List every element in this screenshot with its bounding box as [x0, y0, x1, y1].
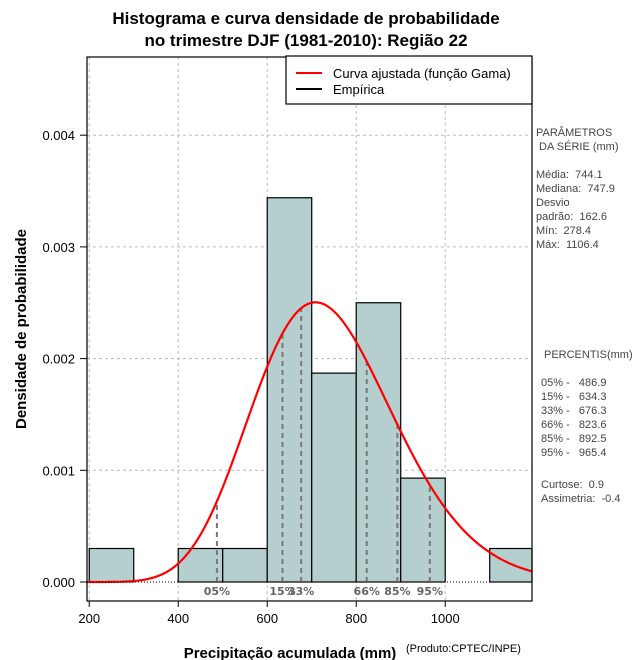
param-min: Mín: 278.4: [536, 225, 591, 237]
percentile-label-15: 15%: [269, 585, 295, 598]
param-sd-label: Desvio: [536, 197, 570, 209]
legend-label-empirical: Empírica: [333, 82, 385, 97]
y-tick-label: 0.003: [42, 240, 75, 255]
chart-title-line-2: no trimestre DJF (1981-2010): Região 22: [144, 31, 467, 50]
percentile-lines: [215, 308, 431, 583]
x-tick-label: 800: [345, 611, 367, 626]
chart-title-line-1: Histograma e curva densidade de probabil…: [112, 9, 499, 28]
stat-skewness: Assimetria: -0.4: [541, 493, 620, 505]
percentil-95: 95% - 965.4: [541, 447, 606, 459]
y-tick-label: 0.004: [42, 128, 75, 143]
percentile-label-05: 05%: [204, 585, 230, 598]
y-axis: 0.000 0.001 0.002 0.003 0.004: [42, 128, 87, 590]
stat-kurtosis: Curtose: 0.9: [541, 479, 604, 491]
params-title-2: DA SÉRIE (mm): [536, 140, 619, 153]
param-median: Mediana: 747.9: [536, 183, 615, 195]
histogram-bar: [311, 372, 357, 583]
x-tick-label: 200: [78, 611, 100, 626]
x-tick-label: 1000: [431, 611, 460, 626]
percentile-label-66: 66%: [354, 585, 380, 598]
percentil-05: 05% - 486.9: [541, 377, 606, 389]
param-mean: Média: 744.1: [536, 169, 603, 181]
param-max: Máx: 1106.4: [536, 239, 599, 251]
percentil-33: 33% - 676.3: [541, 405, 606, 417]
histogram-bars: [88, 197, 533, 583]
percentile-labels: 05% 15%33% 66% 85% 95%: [204, 585, 443, 598]
percentil-15: 15% - 634.3: [541, 391, 606, 403]
y-tick-label: 0.002: [42, 352, 75, 367]
histogram-bar: [88, 547, 135, 583]
x-axis: 200 400 600 800 1000: [78, 601, 460, 626]
params-title-1: PARÂMETROS: [536, 126, 612, 139]
product-credit: (Produto:CPTEC/INPE): [406, 643, 521, 655]
percentis-title: PERCENTIS(mm): [544, 349, 633, 361]
histogram-bar: [177, 547, 224, 583]
percentile-label-33: 33%: [288, 585, 314, 598]
x-tick-label: 400: [167, 611, 189, 626]
y-axis-label: Densidade de probabilidade: [13, 229, 30, 429]
percentil-66: 66% - 823.6: [541, 419, 606, 431]
histogram-bar: [355, 302, 402, 583]
percentile-label-95: 95%: [417, 585, 443, 598]
percentile-label-85: 85%: [384, 585, 410, 598]
series-parameters-panel: PARÂMETROS DA SÉRIE (mm) Média: 744.1 Me…: [536, 126, 619, 251]
legend-box: [285, 55, 533, 105]
legend-label-fitted: Curva ajustada (função Gama): [333, 66, 511, 81]
legend: Curva ajustada (função Gama) Empírica: [285, 55, 533, 105]
x-axis-label: Precipitação acumulada (mm): [184, 645, 397, 660]
histogram-bar: [400, 477, 446, 583]
percentiles-panel: PERCENTIS(mm) 05% - 486.9 15% - 634.3 33…: [541, 349, 633, 505]
y-tick-label: 0.001: [42, 463, 75, 478]
percentil-85: 85% - 892.5: [541, 433, 606, 445]
histogram-bar: [222, 547, 268, 583]
param-sd: padrão: 162.6: [536, 211, 607, 223]
fitted-gamma-curve: [87, 301, 533, 584]
histogram-bar: [266, 197, 313, 583]
x-tick-label: 600: [256, 611, 278, 626]
histogram-bar: [489, 547, 533, 583]
y-tick-label: 0.000: [42, 575, 75, 590]
